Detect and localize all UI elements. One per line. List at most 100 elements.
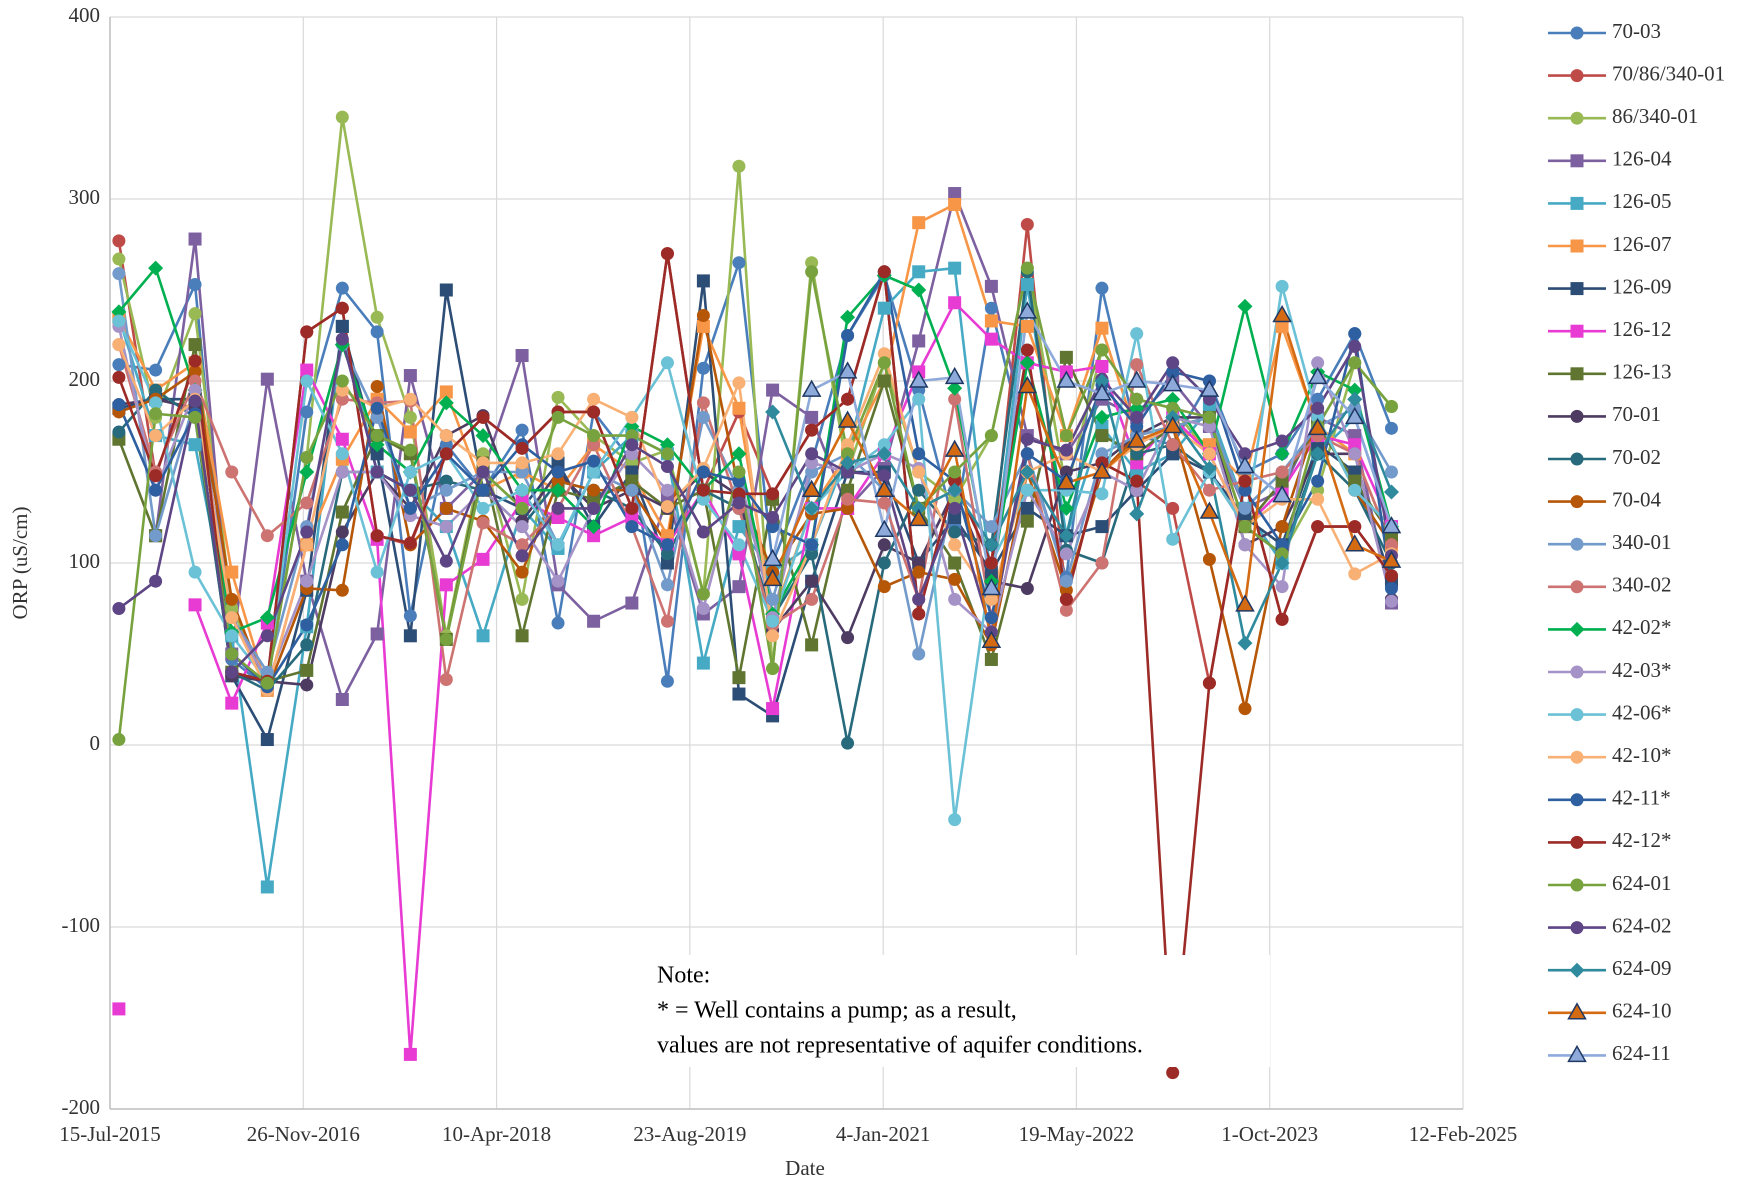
marker [1238, 702, 1252, 716]
marker [439, 385, 453, 399]
marker [188, 365, 202, 379]
marker [1165, 391, 1181, 407]
marker [912, 392, 926, 406]
marker [403, 501, 417, 515]
marker [225, 465, 239, 479]
marker [732, 401, 746, 415]
marker [112, 425, 126, 439]
marker [841, 483, 855, 497]
marker [944, 439, 965, 457]
marker [1126, 430, 1147, 448]
marker [587, 454, 601, 468]
marker [1348, 327, 1362, 341]
marker [1384, 421, 1398, 435]
x-tick-label: 12-Feb-2025 [1409, 1122, 1518, 1146]
marker [439, 501, 453, 515]
marker [476, 516, 490, 530]
marker [370, 310, 384, 324]
x-tick-label: 19-May-2022 [1019, 1122, 1134, 1146]
marker [1130, 483, 1144, 497]
legend-label: 126-09 [1612, 274, 1672, 298]
marker [660, 247, 674, 261]
marker [439, 632, 453, 646]
marker [1129, 400, 1145, 416]
marker [188, 338, 202, 352]
marker [1344, 534, 1365, 552]
legend-marker [1570, 750, 1584, 764]
x-tick-label: 26-Nov-2016 [247, 1122, 360, 1146]
marker [766, 702, 780, 716]
marker [948, 392, 962, 406]
legend-label: 624-10 [1612, 999, 1672, 1023]
marker [625, 511, 639, 524]
marker [1059, 603, 1073, 617]
legend-label: 70/86/340-01 [1612, 61, 1725, 85]
marker [625, 596, 639, 610]
x-tick-label: 4-Jan-2021 [836, 1122, 930, 1146]
marker [439, 283, 453, 297]
legend-label: 70-04 [1612, 487, 1661, 511]
marker [149, 363, 163, 377]
legend-label: 340-02 [1612, 573, 1672, 597]
marker [732, 376, 746, 390]
marker [912, 483, 926, 497]
marker [403, 410, 417, 424]
marker [403, 443, 417, 457]
marker [370, 429, 384, 443]
marker [300, 538, 314, 552]
legend-label: 86/340-01 [1612, 104, 1698, 128]
marker [403, 392, 417, 406]
marker [948, 572, 962, 586]
y-tick-label: -100 [62, 913, 101, 937]
marker [762, 548, 783, 567]
marker [766, 614, 780, 628]
marker [660, 674, 674, 688]
marker [112, 358, 126, 372]
y-tick-label: 100 [69, 549, 101, 573]
marker [550, 482, 566, 498]
legend-label: 70-02 [1612, 445, 1661, 469]
marker [625, 429, 639, 443]
marker [841, 329, 855, 342]
marker [1166, 501, 1180, 515]
legend-marker [1570, 452, 1584, 466]
marker [551, 456, 565, 470]
marker [1347, 391, 1363, 407]
marker [984, 611, 998, 625]
marker [1094, 373, 1110, 389]
marker [335, 332, 349, 346]
marker [1235, 456, 1255, 474]
marker [587, 392, 601, 406]
marker [908, 508, 929, 527]
marker [1095, 321, 1109, 335]
marker [1056, 370, 1077, 388]
marker [1275, 538, 1289, 552]
legend-marker [1570, 282, 1584, 296]
marker [948, 501, 962, 515]
marker [805, 465, 819, 479]
marker [1311, 356, 1325, 370]
marker [877, 438, 891, 452]
legend-label: 42-12* [1612, 828, 1672, 852]
legend-label: 42-10* [1612, 743, 1672, 767]
marker [1311, 492, 1325, 506]
marker [1348, 447, 1362, 461]
marker [1059, 592, 1073, 606]
legend-label: 624-09 [1612, 956, 1672, 980]
marker [877, 496, 891, 510]
legend-marker [1569, 962, 1585, 978]
marker [1275, 279, 1289, 293]
marker [1202, 483, 1216, 497]
marker [766, 592, 780, 606]
marker [1059, 350, 1073, 364]
marker [149, 574, 163, 588]
marker [586, 519, 602, 535]
marker [439, 554, 453, 568]
legend-marker [1570, 495, 1584, 509]
marker [1307, 417, 1328, 436]
marker [188, 374, 202, 388]
marker [112, 267, 126, 281]
marker [948, 197, 962, 211]
marker [696, 587, 710, 601]
